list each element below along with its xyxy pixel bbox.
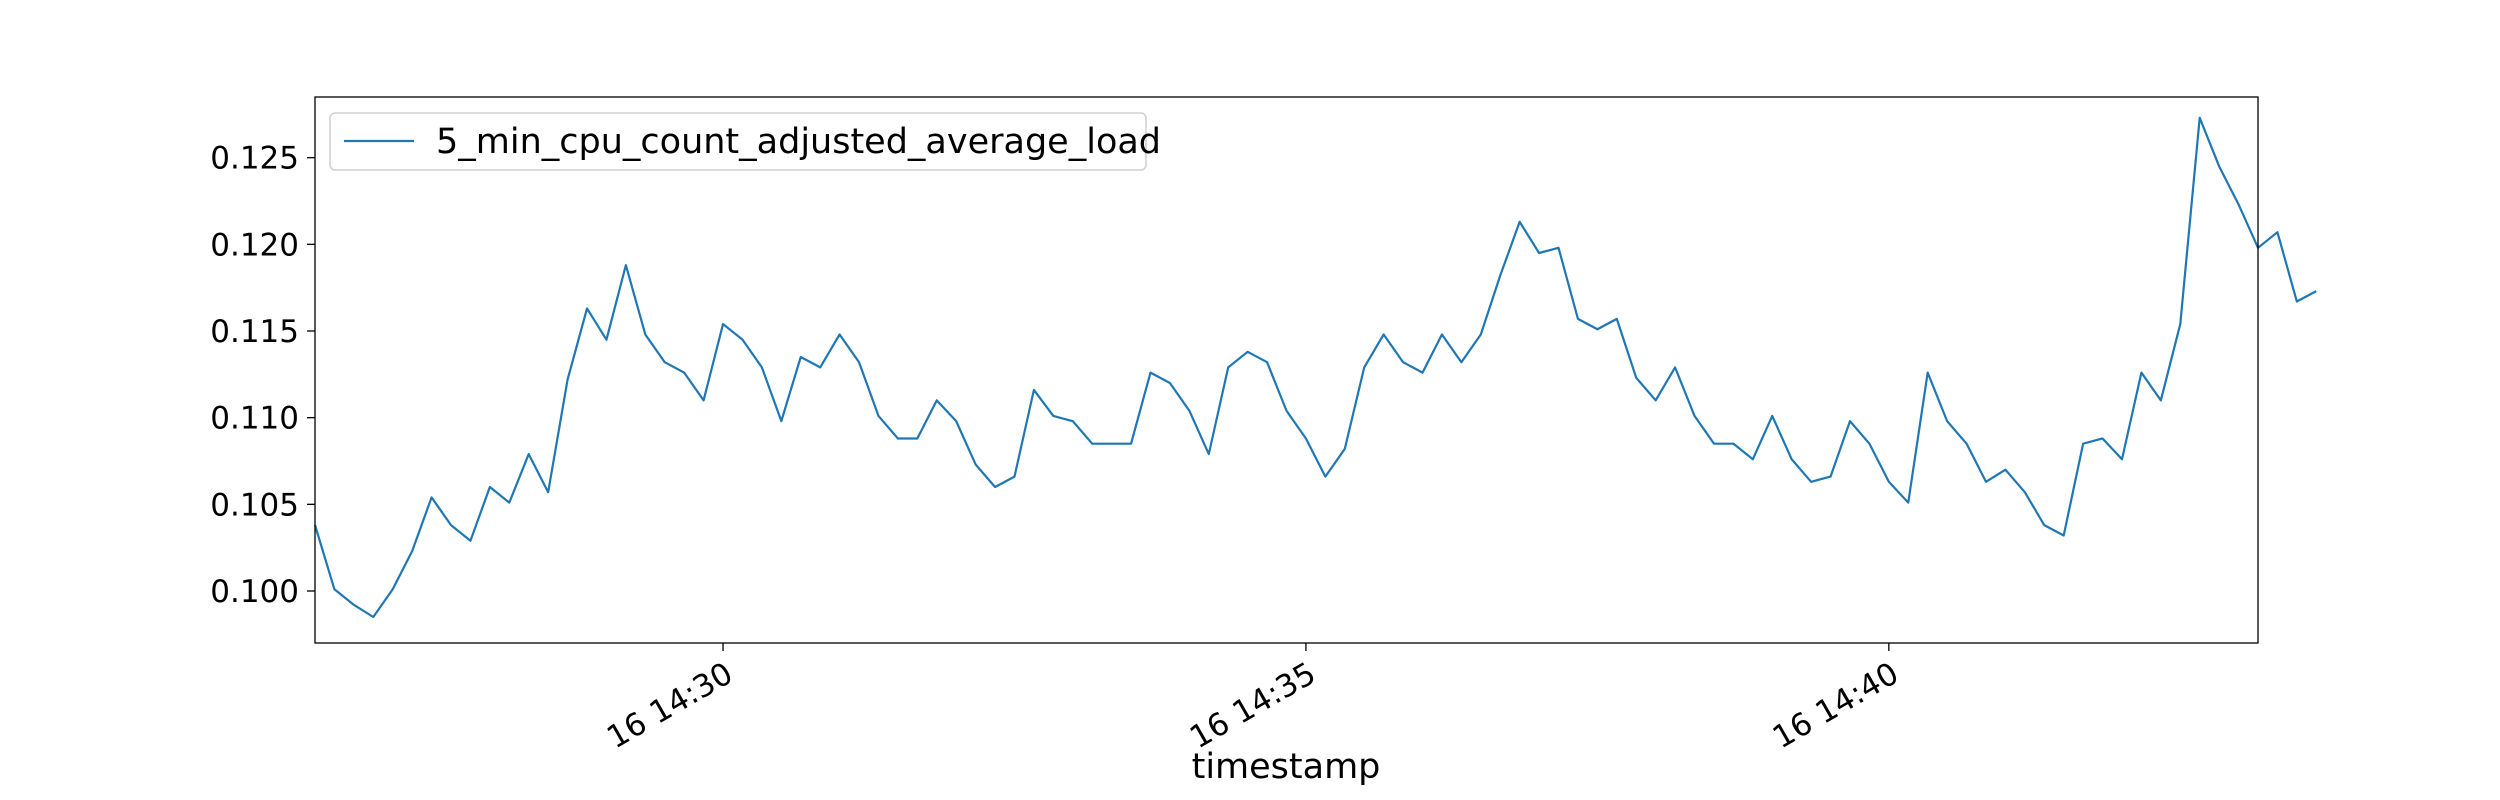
legend-box: [329, 112, 1147, 171]
series-line: [313, 116, 2317, 619]
y-tick-label: 0.115: [210, 314, 299, 350]
y-tick-label: 0.125: [210, 141, 299, 177]
legend: 5_min_cpu_count_adjusted_average_load: [329, 112, 1161, 171]
series-layer: [313, 116, 2317, 619]
y-tick-label: 0.105: [210, 487, 299, 523]
plot-frame: [314, 96, 2259, 644]
y-tick-label: 0.100: [210, 574, 299, 610]
plot-background: [315, 97, 2258, 643]
legend-label: 5_min_cpu_count_adjusted_average_load: [436, 122, 1161, 162]
x-tick-label: 16 14:30: [601, 656, 739, 756]
y-tick-label: 0.120: [210, 227, 299, 263]
x-axis-label: timestamp: [1192, 747, 1381, 787]
x-tick-label: 16 14:40: [1767, 656, 1905, 756]
y-tick-label: 0.110: [210, 401, 299, 437]
x-axis-ticks: 16 14:30 16 14:35 16 14:40: [601, 643, 1905, 756]
x-tick-label: 16 14:35: [1184, 656, 1322, 756]
y-axis-ticks: 0.100 0.105 0.110 0.115 0.120 0.125: [210, 141, 315, 610]
